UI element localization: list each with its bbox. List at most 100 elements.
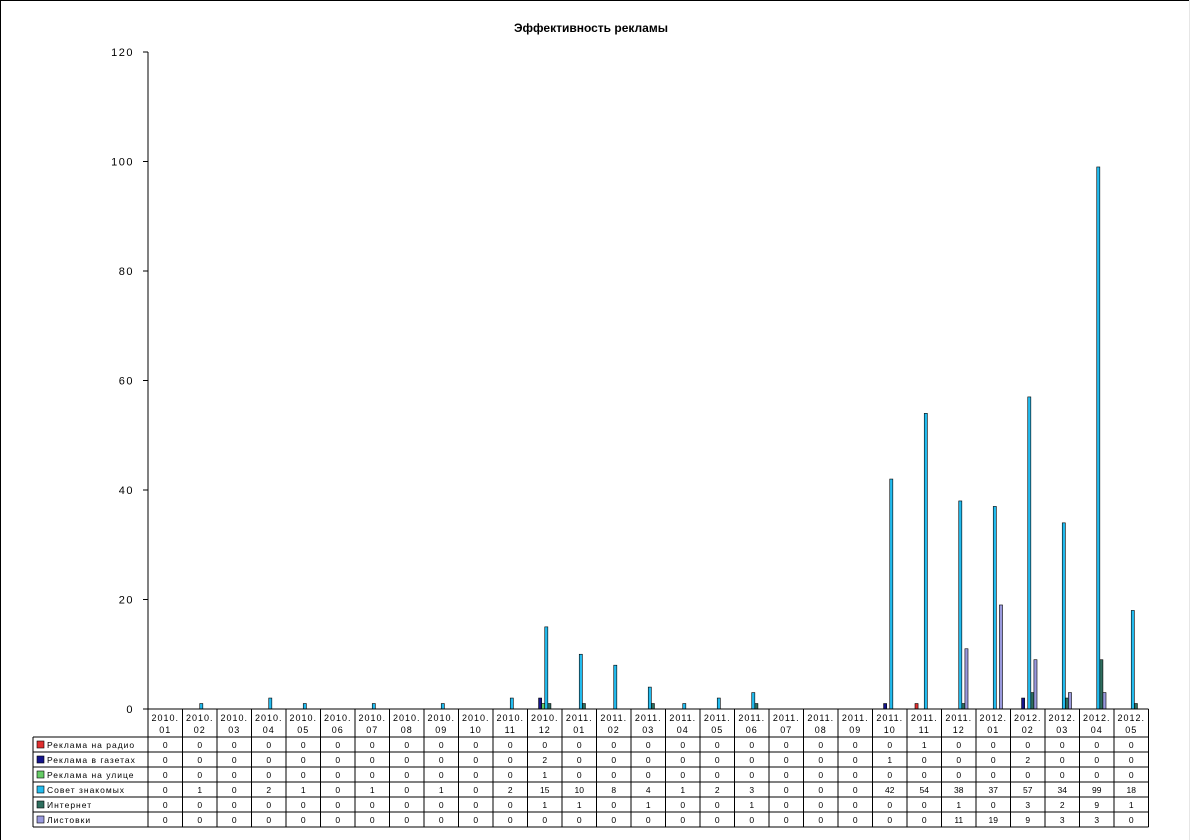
table-cell-value: 0: [163, 785, 168, 795]
table-cell-value: 0: [818, 785, 823, 795]
table-cell-value: 0: [301, 740, 306, 750]
table-cell-value: 0: [749, 755, 754, 765]
legend-label-4: Совет знакомых: [47, 785, 125, 795]
bar-4-27: [1061, 522, 1066, 710]
bar-4-4: [268, 697, 273, 710]
category-label-month: 03: [1056, 725, 1068, 735]
table-cell-value: 0: [680, 755, 685, 765]
category-label-year: 2012.: [979, 713, 1007, 723]
table-cell-value: 8: [611, 785, 616, 795]
table-cell-value: 0: [439, 800, 444, 810]
category-label-year: 2010.: [393, 713, 421, 723]
table-cell-value: 0: [197, 815, 202, 825]
bar-6-27: [1068, 692, 1072, 710]
category-label-year: 2011.: [911, 713, 938, 723]
category-label-month: 05: [1125, 725, 1137, 735]
table-cell-value: 0: [680, 815, 685, 825]
table-cell-value: 34: [1058, 785, 1068, 795]
category-label-month: 05: [711, 725, 723, 735]
table-cell-value: 0: [887, 770, 892, 780]
table-cell-value: 0: [335, 740, 340, 750]
table-cell-value: 3: [1025, 800, 1030, 810]
table-cell-value: 0: [577, 755, 582, 765]
category-label-month: 12: [953, 725, 965, 735]
category-label-year: 2010.: [531, 713, 559, 723]
table-cell-value: 0: [301, 815, 306, 825]
legend-label-1: Реклама на радио: [47, 740, 135, 750]
bar-5-13: [582, 703, 586, 710]
category-label-month: 08: [815, 725, 827, 735]
legend-label-6: Листовки: [47, 815, 91, 825]
table-cell-value: 1: [301, 785, 306, 795]
category-label-year: 2011.: [876, 713, 903, 723]
table-cell-value: 0: [508, 815, 513, 825]
table-cell-value: 0: [611, 815, 616, 825]
category-label-month: 01: [159, 725, 171, 735]
table-cell-value: 0: [163, 770, 168, 780]
table-cell-value: 0: [784, 800, 789, 810]
table-cell-value: 42: [885, 785, 895, 795]
table-cell-value: 0: [715, 800, 720, 810]
bar-4-5: [302, 703, 307, 710]
table-cell-value: 0: [956, 740, 961, 750]
category-label-year: 2010.: [186, 713, 214, 723]
table-cell-value: 0: [680, 800, 685, 810]
legend-key-5: [36, 800, 45, 809]
table-cell-value: 0: [818, 800, 823, 810]
table-cell-value: 0: [715, 815, 720, 825]
bar-4-29: [1130, 610, 1135, 710]
y-axis-tick-label: 60: [119, 376, 134, 388]
table-cell-value: 0: [508, 740, 513, 750]
table-cell-value: 0: [335, 755, 340, 765]
table-cell-value: 0: [404, 800, 409, 810]
category-label-year: 2010.: [289, 713, 317, 723]
bar-5-27: [1065, 697, 1069, 710]
category-label-year: 2010.: [462, 713, 490, 723]
table-cell-value: 2: [1025, 755, 1030, 765]
table-cell-value: 0: [611, 755, 616, 765]
table-cell-value: 0: [956, 770, 961, 780]
bar-2-22: [883, 703, 887, 710]
table-cell-value: 0: [646, 815, 651, 825]
table-cell-value: 0: [715, 740, 720, 750]
bar-4-16: [682, 703, 687, 710]
table-cell-value: 1: [1129, 800, 1134, 810]
bar-4-11: [509, 697, 514, 710]
table-cell-value: 0: [818, 740, 823, 750]
bar-4-25: [992, 506, 997, 710]
table-cell-value: 0: [1060, 755, 1065, 765]
table-cell-value: 19: [989, 815, 999, 825]
table-cell-value: 2: [508, 785, 513, 795]
table-cell-value: 0: [370, 815, 375, 825]
table-cell-value: 0: [577, 770, 582, 780]
bar-4-17: [716, 697, 721, 710]
table-cell-value: 0: [439, 770, 444, 780]
table-cell-value: 0: [818, 815, 823, 825]
table-cell-value: 0: [646, 770, 651, 780]
category-label-year: 2012.: [1014, 713, 1042, 723]
table-cell-value: 0: [853, 800, 858, 810]
table-cell-value: 1: [887, 755, 892, 765]
bar-6-24: [964, 648, 969, 710]
table-cell-value: 3: [749, 785, 754, 795]
table-cell-value: 2: [1060, 800, 1065, 810]
table-cell-value: 0: [508, 800, 513, 810]
table-cell-value: 0: [232, 740, 237, 750]
table-cell-value: 0: [335, 785, 340, 795]
table-cell-value: 0: [266, 770, 271, 780]
table-cell-value: 0: [370, 755, 375, 765]
table-cell-value: 0: [887, 800, 892, 810]
table-cell-value: 1: [542, 770, 547, 780]
table-cell-value: 0: [922, 770, 927, 780]
category-label-year: 2011.: [738, 713, 765, 723]
category-label-month: 05: [297, 725, 309, 735]
chart-title: Эффективность рекламы: [514, 21, 668, 35]
category-label-year: 2010.: [255, 713, 283, 723]
table-cell-value: 38: [954, 785, 964, 795]
category-label-year: 2010.: [324, 713, 352, 723]
table-cell-value: 0: [197, 770, 202, 780]
category-label-month: 01: [573, 725, 585, 735]
category-label-month: 06: [332, 725, 344, 735]
table-cell-value: 0: [163, 800, 168, 810]
table-cell-value: 0: [853, 740, 858, 750]
